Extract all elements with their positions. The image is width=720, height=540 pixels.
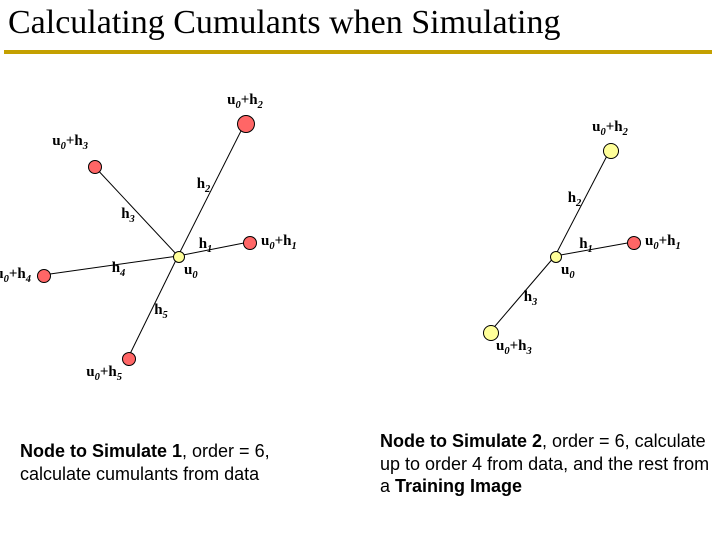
right-edge-label-h1: h1 xyxy=(579,236,593,255)
left-node-h4 xyxy=(37,269,51,283)
left-edge-label-h3: h3 xyxy=(121,206,135,225)
right-edge-label-h2: h2 xyxy=(568,190,582,209)
left-label-h1: u0+h1 xyxy=(261,233,297,252)
left-center-label: u0 xyxy=(184,262,198,281)
left-node-h5 xyxy=(122,352,136,366)
left-edge-label-h5: h5 xyxy=(154,302,168,321)
left-node-h2 xyxy=(237,115,255,133)
right-label-h3: u0+h3 xyxy=(496,338,532,357)
left-label-h2: u0+h2 xyxy=(227,92,263,111)
caption-right: Node to Simulate 2, order = 6, calculate… xyxy=(380,430,710,498)
right-center-label: u0 xyxy=(561,262,575,281)
left-label-h3: u0+h3 xyxy=(52,133,88,152)
left-edge-label-h4: h4 xyxy=(112,260,126,279)
right-label-h2: u0+h2 xyxy=(592,119,628,138)
slide: Calculating Cumulants when Simulating No… xyxy=(0,0,720,540)
right-node-h1 xyxy=(627,236,641,250)
left-edge-label-h1: h1 xyxy=(199,236,213,255)
left-node-h3 xyxy=(88,160,102,174)
left-label-h5: u0+h5 xyxy=(86,364,122,383)
title-underline xyxy=(4,50,712,54)
left-label-h4: u0+h4 xyxy=(0,266,31,285)
right-edge-label-h3: h3 xyxy=(524,289,538,308)
right-node-h2 xyxy=(603,143,619,159)
right-label-h1: u0+h1 xyxy=(645,233,681,252)
caption-left: Node to Simulate 1, order = 6, calculate… xyxy=(20,440,340,485)
slide-title: Calculating Cumulants when Simulating xyxy=(8,4,560,42)
left-node-h1 xyxy=(243,236,257,250)
left-edge-label-h2: h2 xyxy=(197,176,211,195)
